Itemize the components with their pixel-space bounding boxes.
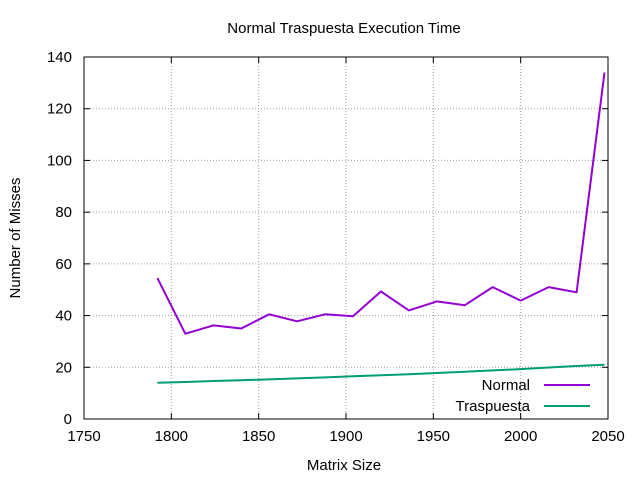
x-tick-label: 1750 [67, 428, 100, 445]
y-tick-label: 120 [47, 101, 72, 118]
y-axis-label: Number of Misses [7, 178, 24, 299]
x-tick-label: 2000 [504, 428, 537, 445]
y-tick-label: 140 [47, 49, 72, 66]
legend: Normal Traspuesta [456, 377, 590, 415]
x-tick-label: 1800 [155, 428, 188, 445]
y-tick-label: 0 [64, 411, 72, 428]
x-axis-label: Matrix Size [307, 457, 381, 474]
y-tick-label: 20 [55, 359, 72, 376]
legend-label-normal: Normal [482, 377, 530, 394]
grid [84, 57, 608, 419]
legend-label-traspuesta: Traspuesta [456, 398, 531, 415]
chart-title: Normal Traspuesta Execution Time [227, 20, 460, 37]
tick-labels: 1750 1800 1850 1900 1950 2000 2050 0 20 40 60 80 100… [47, 49, 625, 445]
x-tick-label: 1850 [242, 428, 275, 445]
y-tick-label: 40 [55, 308, 72, 325]
x-tick-label: 2050 [591, 428, 624, 445]
x-tick-label: 1950 [417, 428, 450, 445]
x-tick-label: 1900 [329, 428, 362, 445]
series-lines [156, 72, 606, 384]
series-line-normal [156, 72, 606, 335]
y-tick-label: 100 [47, 152, 72, 169]
y-tick-label: 80 [55, 204, 72, 221]
series-line-traspuesta [157, 363, 605, 384]
y-tick-label: 60 [55, 256, 72, 273]
axis-ticks [83, 56, 609, 420]
